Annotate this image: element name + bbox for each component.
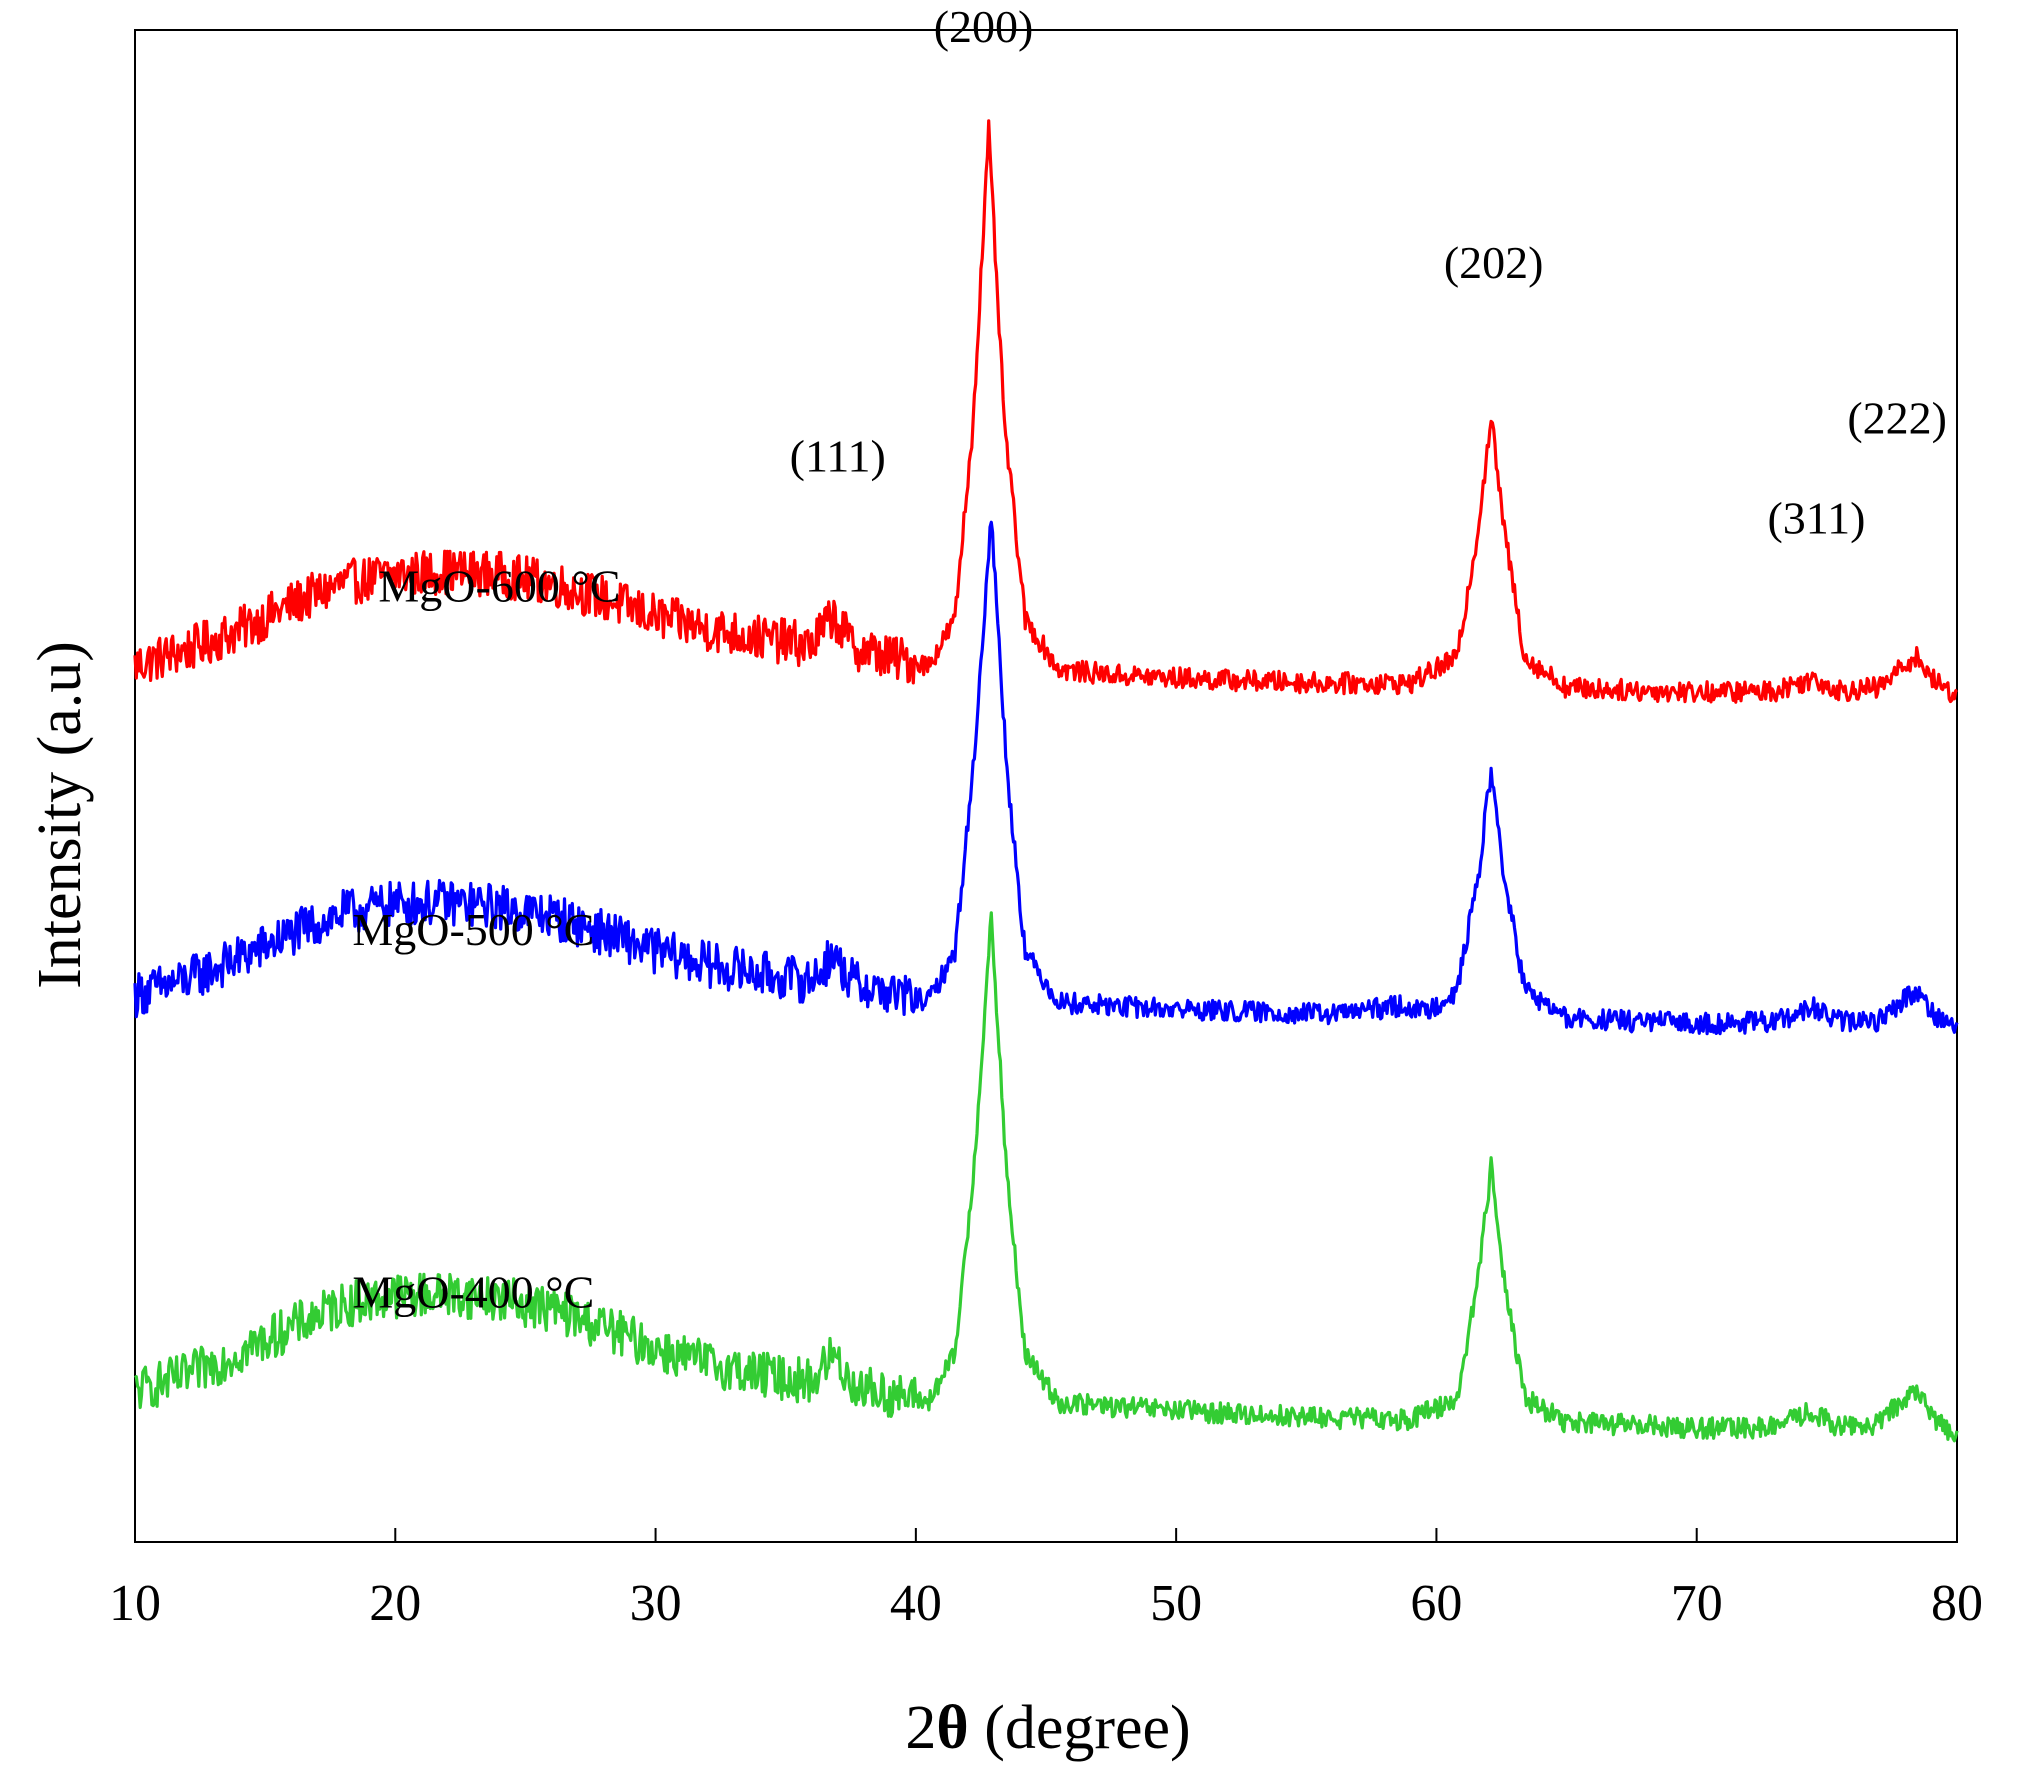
- x-axis-title: 2θ (degree): [905, 1694, 1190, 1762]
- theta-symbol: θ: [936, 1694, 968, 1762]
- x-tick-label: 10: [109, 1575, 161, 1632]
- labels-layer: MgO-600 °C MgO-500 °C MgO-400 °C (200) (111)…: [352, 1, 1947, 1318]
- series-label: MgO-500 °C: [352, 904, 594, 955]
- series-line-3: [134, 911, 1959, 1443]
- peak-annotation: (111): [790, 431, 886, 482]
- series-line-2: [133, 520, 1959, 1036]
- peak-annotation: (202): [1444, 237, 1544, 288]
- series-label: MgO-600 °C: [378, 561, 620, 612]
- peak-annotation: (200): [934, 1, 1034, 52]
- peak-annotation: (222): [1847, 393, 1947, 444]
- series-line-1: [133, 119, 1958, 704]
- x-tick-label: 20: [369, 1575, 421, 1632]
- peak-annotation: (311): [1767, 492, 1865, 543]
- x-tick-label: 50: [1150, 1575, 1202, 1632]
- y-axis-title: Intensity (a.u): [26, 641, 94, 989]
- x-tick-label: 70: [1671, 1575, 1723, 1632]
- x-axis-ticks: 10 20 30 40 50 60 70 80: [109, 1528, 1983, 1632]
- x-tick-label: 60: [1410, 1575, 1462, 1632]
- x-tick-label: 30: [630, 1575, 682, 1632]
- x-tick-label: 40: [890, 1575, 942, 1632]
- series-label: MgO-400 °C: [352, 1267, 594, 1318]
- plot-frame: [134, 29, 1958, 1543]
- x-tick-label: 80: [1931, 1575, 1983, 1632]
- series-layer: [133, 119, 1959, 1443]
